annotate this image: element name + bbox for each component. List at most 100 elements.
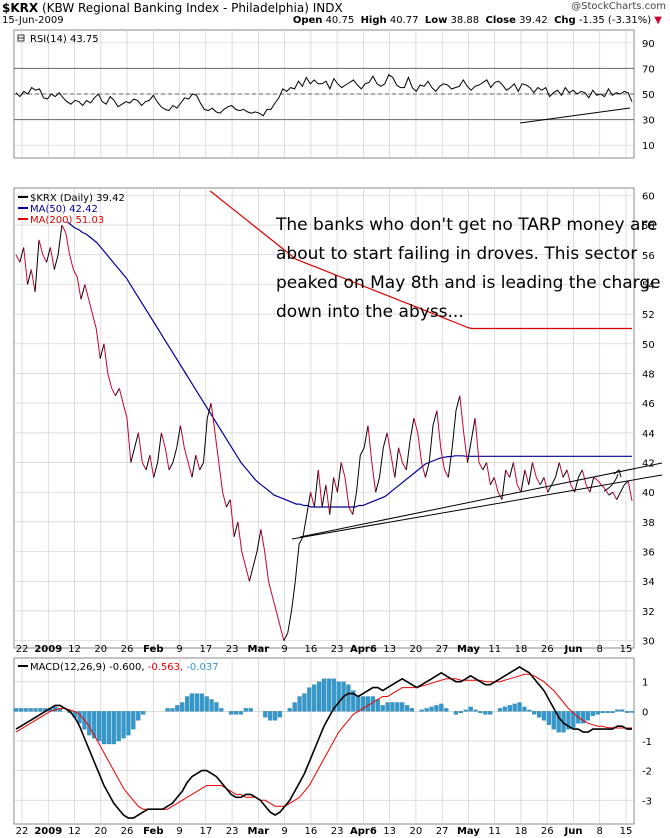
price-x-tick: 13: [383, 644, 396, 655]
price-segment: [317, 469, 323, 508]
chart-date: 15-Jun-2009: [2, 15, 64, 26]
price-segment: [69, 254, 74, 270]
macd-histogram-bar: [106, 711, 111, 745]
macd-x-tick: 11: [488, 826, 501, 837]
price-segment: [23, 247, 28, 285]
price-segment: [157, 432, 162, 463]
price-segment: [432, 410, 438, 426]
rsi-y-tick: 10: [642, 141, 655, 152]
price-x-tick: 15: [620, 644, 633, 655]
macd-histogram-bar: [141, 711, 146, 715]
price-segment: [137, 432, 143, 463]
macd-histogram-bar: [23, 708, 28, 712]
price-segment: [199, 462, 204, 471]
price-segment: [451, 410, 457, 448]
price-segment: [34, 239, 40, 292]
macd-histogram-bar: [600, 711, 605, 714]
macd-histogram-bar: [605, 711, 610, 714]
price-segment: [27, 269, 32, 285]
price-segment: [126, 417, 132, 463]
macd-histogram-bar: [424, 708, 429, 712]
price-legend-label: $KRX (Daily) 39.42: [30, 193, 125, 204]
macd-histogram-bar: [502, 706, 507, 712]
price-segment: [501, 469, 507, 500]
price-segment: [145, 454, 151, 471]
price-segment: [474, 417, 480, 463]
macd-histogram-bar: [395, 702, 400, 712]
macd-y-tick: -3: [642, 796, 652, 807]
macd-histogram-bar: [263, 711, 268, 718]
price-frame: [13, 187, 635, 649]
macd-histogram-bar: [356, 696, 361, 712]
macd-histogram-bar: [175, 705, 180, 712]
price-segment: [455, 395, 461, 411]
macd-x-tick: 12: [68, 826, 81, 837]
macd-histogram-bar: [375, 699, 380, 712]
macd-histogram-bar: [18, 708, 23, 712]
macd-histogram-bar: [625, 711, 630, 713]
chart-title: $KRX (KBW Regional Banking Index - Phila…: [2, 1, 343, 15]
price-segment: [30, 269, 36, 292]
price-segment: [551, 477, 556, 486]
price-segment: [222, 492, 227, 508]
macd-histogram-bar: [165, 708, 170, 712]
rsi-legend-icon: [17, 34, 25, 42]
macd-panel: -3 -2 -1 0 1: [13, 657, 652, 825]
price-y-tick: 32: [642, 607, 655, 618]
price-segment: [195, 454, 201, 471]
macd-histogram-bar: [204, 696, 209, 712]
macd-y-tick: -1: [642, 737, 652, 748]
macd-histogram-bar: [497, 708, 503, 712]
price-segment: [107, 373, 113, 389]
chg-down-icon: ▼: [654, 15, 662, 26]
price-line: [15, 224, 633, 641]
price-y-tick: 44: [642, 429, 655, 440]
price-segment: [428, 425, 434, 463]
price-x-tick: 20: [94, 644, 107, 655]
price-segment: [413, 417, 419, 433]
watermark: @StockCharts.com: [571, 1, 666, 12]
price-segment: [149, 455, 155, 478]
price-segment: [623, 480, 629, 486]
macd-histogram-bar: [453, 711, 459, 715]
macd-histogram-bar: [233, 711, 239, 715]
macd-x-tick: 26: [121, 826, 134, 837]
price-segment: [612, 491, 618, 500]
price-segment: [478, 462, 484, 471]
macd-x-tick: 27: [436, 826, 449, 837]
symbol: $KRX: [2, 1, 39, 15]
macd-histogram-bar: [551, 711, 556, 730]
annotation-line: peaked on May 8th and is leading the cha…: [276, 273, 661, 293]
rsi-panel: 10 30 50 70 90: [13, 29, 655, 159]
high-value: 40.77: [389, 15, 419, 26]
price-segment: [470, 417, 476, 441]
macd-histogram-bar: [121, 711, 126, 739]
macd-histogram-bar: [131, 711, 136, 730]
price-segment: [382, 432, 388, 448]
macd-histogram-bar: [483, 711, 488, 715]
macd-histogram-bar: [522, 706, 527, 712]
annotation-text: The banks who don't get no TARP money ar…: [275, 215, 661, 322]
macd-histogram-bar: [229, 711, 234, 715]
price-segment: [379, 447, 384, 478]
price-segment: [336, 462, 342, 493]
price-x-tick: 9: [176, 644, 182, 655]
macd-histogram-bar: [13, 708, 19, 712]
macd-x-tick: 20: [94, 826, 107, 837]
price-segment: [260, 529, 266, 552]
price-segment: [348, 506, 354, 515]
price-y-tick: 30: [642, 637, 655, 648]
price-segment: [111, 388, 116, 396]
price-x-tick: Mar: [248, 644, 270, 655]
price-segment: [95, 328, 101, 359]
macd-x-tick: 17: [199, 826, 212, 837]
price-segment: [203, 417, 208, 463]
price-legend-label: MA(200) 51.03: [30, 215, 104, 226]
price-segment: [398, 447, 403, 463]
price-segment: [577, 469, 583, 478]
macd-histogram-bar: [307, 687, 312, 712]
price-segment: [440, 447, 445, 470]
macd-histogram-bar: [111, 711, 116, 745]
macd-histogram-bar: [302, 693, 307, 712]
